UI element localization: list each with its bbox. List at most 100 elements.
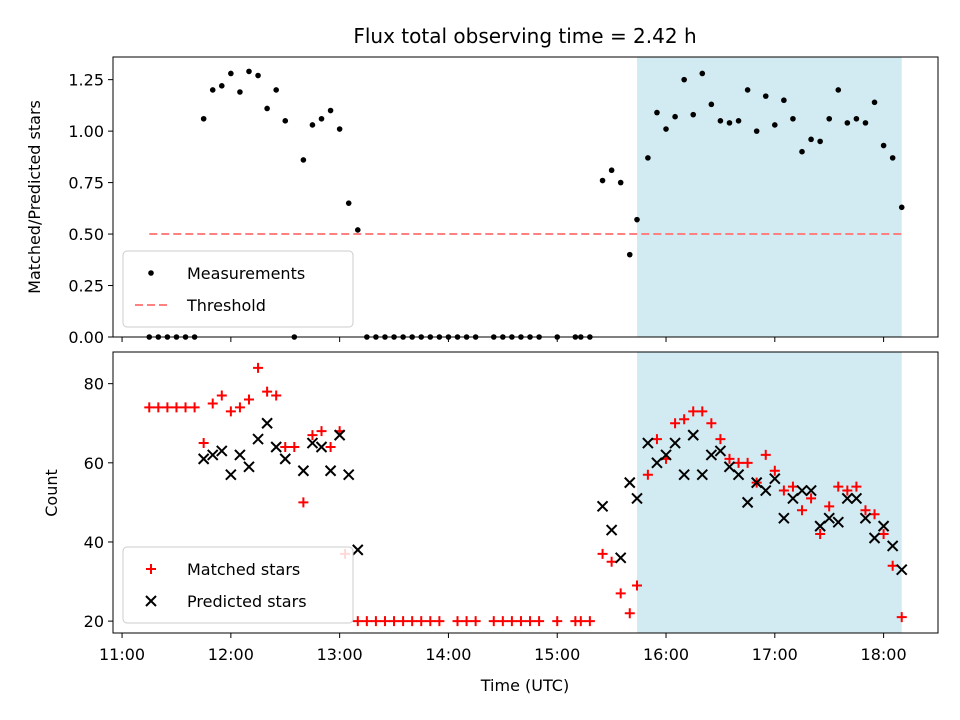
data-point	[760, 449, 771, 460]
data-point	[599, 177, 606, 184]
data-point	[336, 126, 343, 132]
data-point	[171, 402, 182, 413]
data-point	[597, 548, 608, 559]
data-point	[506, 616, 517, 627]
data-point	[253, 362, 264, 373]
data-point	[687, 429, 699, 441]
highlight-span	[637, 352, 902, 633]
x-axis-label: Time (UTC)	[480, 676, 569, 695]
data-point	[696, 468, 708, 481]
data-point	[273, 87, 279, 93]
data-point	[243, 394, 254, 405]
data-point	[634, 216, 640, 223]
data-point	[617, 179, 624, 186]
data-point	[216, 445, 228, 457]
data-point	[407, 616, 418, 627]
data-point	[333, 429, 346, 441]
data-point	[324, 465, 337, 477]
data-point	[255, 72, 261, 79]
data-point	[805, 484, 817, 497]
data-point	[723, 461, 736, 473]
y-tick-label: 60	[84, 454, 104, 473]
highlight-span	[637, 57, 902, 337]
data-point	[271, 390, 282, 401]
y-axis-label-ratio: Matched/Predicted stars	[25, 100, 44, 294]
data-point	[280, 441, 291, 452]
y-tick-label: 0.50	[68, 225, 104, 244]
bottom-panel: 20 40 60 80 11:00 12:00 13:00 14:00 15:00 16:00 17…	[84, 351, 939, 664]
data-point	[207, 449, 219, 461]
data-point	[726, 120, 733, 126]
data-point	[352, 616, 363, 627]
data-point	[361, 616, 372, 627]
data-point	[325, 441, 336, 452]
data-point	[234, 449, 246, 461]
y-tick-label: 0.75	[68, 174, 104, 193]
data-point	[237, 89, 243, 95]
data-point	[189, 402, 200, 413]
y-tick-label: 0.00	[68, 328, 104, 347]
legend-label: Matched stars	[187, 560, 300, 579]
data-point	[808, 136, 814, 143]
data-point	[631, 492, 643, 505]
legend-label: Predicted stars	[187, 592, 307, 611]
data-point	[389, 616, 400, 627]
data-point	[645, 155, 651, 161]
data-point	[735, 118, 742, 124]
y-tick-label: 80	[84, 375, 104, 394]
data-point	[853, 115, 860, 122]
data-point	[370, 616, 381, 627]
data-point	[815, 529, 826, 540]
data-point	[327, 107, 334, 114]
legend-marker	[146, 564, 156, 574]
data-point	[307, 430, 318, 441]
data-point	[216, 390, 227, 401]
data-point	[660, 449, 672, 461]
data-point	[316, 426, 327, 437]
data-point	[699, 70, 706, 77]
data-point	[851, 481, 862, 492]
data-point	[246, 68, 252, 75]
data-point	[880, 142, 887, 149]
legend-box	[122, 546, 354, 624]
data-point	[252, 433, 264, 445]
data-point	[896, 563, 908, 576]
data-point	[799, 148, 805, 155]
data-point	[898, 204, 905, 211]
data-point	[817, 138, 823, 145]
data-point	[787, 481, 798, 492]
legend-marker	[145, 595, 157, 607]
data-point	[218, 83, 225, 89]
data-point	[207, 398, 218, 409]
data-point	[162, 402, 173, 413]
data-point	[744, 87, 751, 93]
data-point	[651, 434, 662, 445]
x-tick-label: 11:00	[99, 645, 145, 664]
legend-label: Measurements	[187, 264, 305, 283]
data-point	[225, 406, 236, 417]
legend: Matched stars Predicted stars	[122, 546, 354, 624]
data-point	[878, 529, 889, 540]
data-point	[769, 472, 781, 485]
data-point	[306, 437, 319, 449]
data-point	[315, 441, 328, 453]
data-point	[654, 109, 660, 116]
data-point	[877, 520, 890, 532]
data-point	[835, 87, 842, 93]
axes-frame	[112, 351, 939, 634]
data-point	[234, 402, 245, 413]
data-point	[425, 616, 436, 627]
data-point	[642, 437, 654, 449]
data-point	[534, 616, 545, 627]
data-point	[887, 560, 898, 571]
data-point	[626, 251, 633, 258]
y-tick-label: 0.25	[68, 277, 104, 296]
data-point	[289, 441, 300, 452]
series-predicted-stars	[197, 417, 908, 576]
data-point	[678, 468, 690, 481]
data-point	[708, 101, 715, 108]
data-point	[714, 445, 727, 457]
data-point	[753, 128, 760, 134]
data-point	[806, 493, 817, 504]
